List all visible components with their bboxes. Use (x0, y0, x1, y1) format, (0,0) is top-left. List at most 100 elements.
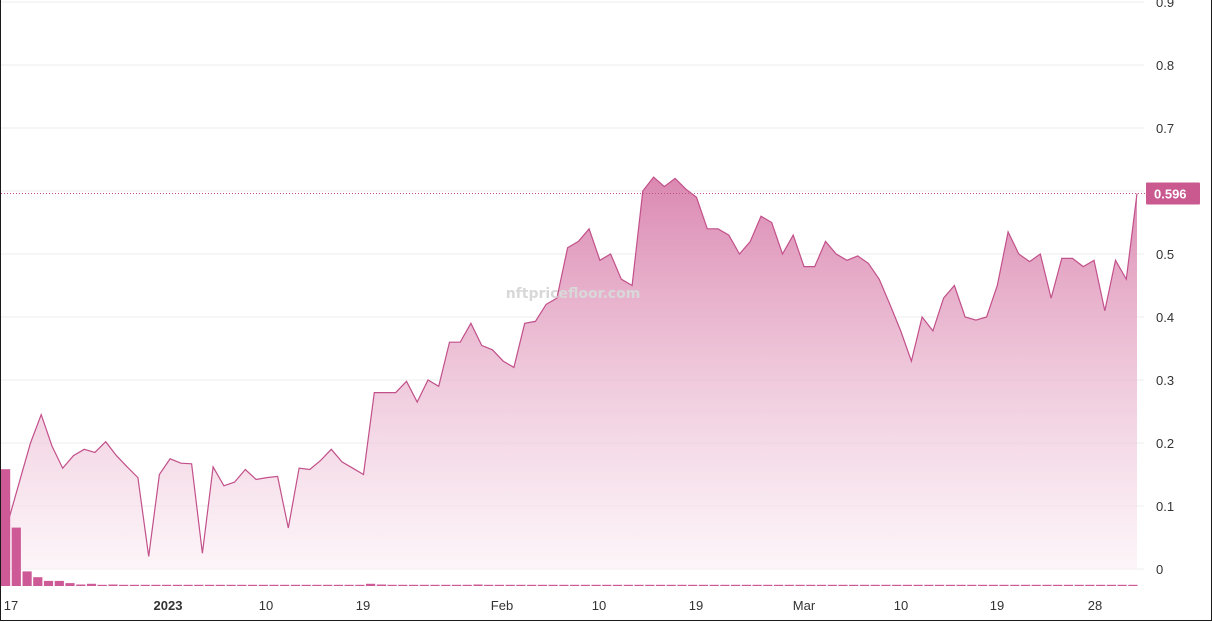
y-axis: 00.10.20.30.40.50.60.70.80.9 (1156, 0, 1174, 577)
volume-bar (280, 584, 290, 586)
volume-bar (86, 583, 97, 586)
volume-bar (623, 584, 633, 586)
volume-bar (205, 584, 215, 586)
current-price-tag-bg (1146, 182, 1200, 205)
volume-bar (956, 584, 966, 586)
volume-bar (859, 584, 870, 586)
volume-bar (720, 584, 730, 586)
volume-bar (344, 584, 354, 586)
x-tick-label: 10 (894, 598, 908, 613)
volume-bar (33, 577, 43, 586)
volume-bar (978, 584, 988, 586)
x-tick-label: 17 (4, 598, 18, 613)
volume-bar (677, 584, 687, 586)
price-area-fill (9, 177, 1137, 569)
volume-bar (441, 584, 451, 586)
volume-bar (462, 584, 472, 586)
volume-bar (419, 584, 429, 586)
volume-bar (731, 584, 741, 586)
y-tick-label: 0.3 (1156, 373, 1174, 388)
volume-bar (430, 584, 440, 586)
volume-bar (892, 584, 902, 586)
volume-bar (247, 584, 258, 586)
current-price-tag: 0.596 (1146, 182, 1200, 205)
volume-bar (1128, 584, 1138, 586)
x-axis: 17 2023 10 19 Feb 10 19 Mar 10 19 28 (4, 598, 1102, 613)
y-tick-label: 0.5 (1156, 247, 1174, 262)
volume-bar (967, 584, 977, 586)
x-tick-label: 19 (990, 598, 1004, 613)
volume-bar (1, 469, 11, 586)
volume-bar (290, 584, 301, 586)
volume-bar (258, 584, 268, 586)
volume-bar (806, 584, 816, 586)
volume-bar (784, 584, 794, 586)
y-tick-label: 0.7 (1156, 121, 1174, 136)
x-tick-label: 10 (592, 598, 606, 613)
x-tick-label: 10 (259, 598, 273, 613)
current-price-label: 0.596 (1154, 187, 1187, 202)
volume-bar (76, 584, 86, 586)
volume-bar (1053, 584, 1063, 586)
volume-bar (108, 584, 118, 586)
y-tick-label: 0.1 (1156, 499, 1174, 514)
volume-bar (65, 583, 75, 586)
volume-bar (505, 584, 515, 586)
y-tick-label: 0.2 (1156, 436, 1174, 451)
volume-bar (570, 584, 580, 586)
volume-bar (494, 584, 504, 586)
y-tick-label: 0 (1156, 562, 1163, 577)
volume-bar (516, 584, 526, 586)
volume-bar (333, 584, 343, 586)
volume-bar (1031, 584, 1041, 586)
volume-bar (902, 584, 912, 586)
volume-bar (913, 584, 923, 586)
volume-bar (634, 584, 644, 586)
volume-bar (172, 584, 182, 586)
volume-bar (870, 584, 880, 586)
volume-bar (827, 584, 837, 586)
price-area (1, 176, 1146, 569)
volume-bar (580, 584, 590, 586)
volume-bar (612, 584, 623, 586)
volume-bar (752, 584, 762, 586)
volume-bar (398, 584, 408, 586)
volume-bar (451, 584, 462, 586)
volume-bar (409, 584, 419, 586)
volume-bar (301, 584, 311, 586)
volume-bar (1074, 584, 1084, 586)
volume-bar (698, 584, 708, 586)
volume-bar (162, 584, 172, 586)
volume-bar (935, 584, 945, 586)
price-line (8, 176, 1138, 557)
volume-bar (1010, 584, 1020, 586)
volume-bar (795, 584, 805, 586)
volume-bar (183, 584, 193, 586)
volume-bar (269, 584, 279, 586)
volume-bar (849, 584, 859, 586)
volume-bar (741, 584, 751, 586)
volume-bar (537, 584, 547, 586)
volume-bar (323, 584, 333, 586)
volume-bar (1106, 584, 1116, 586)
volume-bar (999, 584, 1009, 586)
volume-bar (591, 584, 601, 586)
volume-bar (688, 584, 698, 586)
x-tick-label: 19 (356, 598, 370, 613)
volume-bar (1020, 584, 1031, 586)
volume-bar (666, 584, 676, 586)
volume-bar (387, 584, 397, 586)
volume-bar (774, 584, 784, 586)
volume-bar (376, 584, 386, 586)
volume-bar (838, 584, 848, 586)
volume-bar (355, 584, 365, 586)
volume-bar (1085, 584, 1095, 586)
volume-bar (473, 584, 483, 586)
volume-bar (709, 584, 719, 586)
volume-bar (43, 580, 54, 586)
volume-bar (988, 584, 998, 586)
volume-bar (484, 584, 494, 586)
volume-bar (527, 584, 537, 586)
